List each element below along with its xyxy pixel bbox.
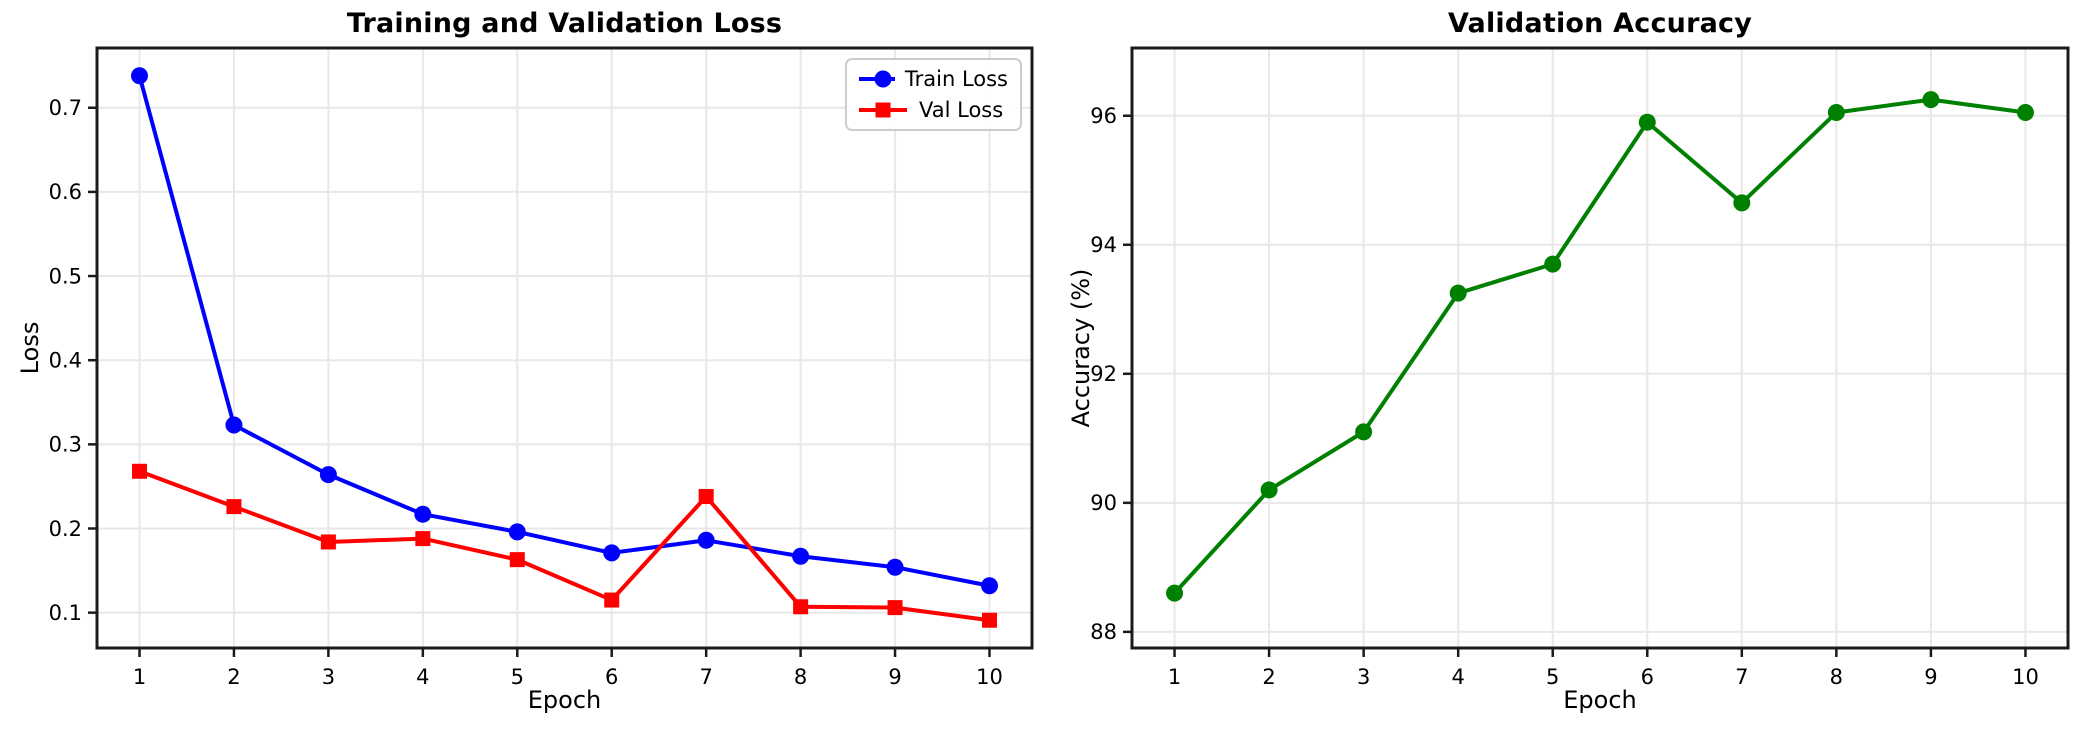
data-point-marker	[603, 544, 621, 562]
y-tick-label: 0.2	[49, 517, 82, 541]
x-tick-label: 7	[699, 665, 712, 689]
legend: Train Loss Val Loss	[845, 58, 1022, 131]
x-tick-label: 3	[1357, 665, 1370, 689]
plot-border	[95, 46, 1034, 650]
data-point-marker	[415, 531, 431, 547]
y-tick-label: 0.1	[49, 601, 82, 625]
series-line	[1172, 97, 2028, 596]
legend-label-train-loss: Train Loss	[904, 67, 1008, 91]
series-train-loss	[131, 67, 998, 595]
y-tick-label: 94	[1090, 233, 1117, 257]
x-tick-label: 6	[605, 665, 618, 689]
data-point-marker	[1827, 104, 1845, 122]
data-point-marker	[225, 416, 243, 434]
data-point-marker	[1449, 284, 1467, 302]
x-tick-label: 5	[511, 665, 524, 689]
data-point-marker	[698, 489, 714, 505]
x-tick-label: 10	[976, 665, 1003, 689]
plot-border	[1130, 46, 2070, 650]
grid-lines	[97, 48, 1032, 648]
data-point-marker	[1733, 194, 1751, 212]
x-tick-label: 7	[1735, 665, 1748, 689]
series-validation-accuracy	[1166, 91, 2034, 602]
data-point-marker	[1260, 481, 1278, 499]
loss-chart: Training and Validation Loss 1 2 3 4 5 6 7 8 9 10…	[16, 8, 1034, 714]
data-point-marker	[1166, 584, 1184, 602]
y-tick-label: 0.4	[49, 349, 82, 373]
y-tick-label: 92	[1090, 362, 1117, 386]
x-tick-label: 1	[1168, 665, 1181, 689]
data-point-marker	[1922, 91, 1940, 109]
data-point-marker	[320, 534, 336, 550]
data-point-marker	[1638, 113, 1656, 131]
y-tick-label: 0.3	[49, 433, 82, 457]
data-point-marker	[981, 577, 998, 595]
x-tick-label: 9	[888, 665, 901, 689]
data-point-marker	[2016, 104, 2034, 122]
accuracy-chart-plot-area: 1 2 3 4 5 6 7 8 9 10 88 90 92 94 96	[1090, 46, 2070, 689]
x-tick-label: 1	[133, 665, 146, 689]
x-tick-label: 6	[1641, 665, 1654, 689]
loss-y-axis-label: Loss	[16, 321, 44, 375]
x-tick-label: 5	[1546, 665, 1559, 689]
train-loss-legend-marker	[859, 70, 895, 88]
x-tick-label: 3	[322, 665, 335, 689]
data-point-marker	[697, 531, 715, 549]
data-point-marker	[886, 558, 904, 576]
y-tick-label: 0.6	[49, 180, 82, 204]
x-tick-label: 9	[1924, 665, 1937, 689]
x-tick-label: 4	[1451, 665, 1464, 689]
series-line	[137, 469, 992, 623]
loss-chart-plot-area: 1 2 3 4 5 6 7 8 9 10 0.1 0.2 0.3 0.4 0.5 0.6 0.7	[49, 46, 1034, 689]
data-point-marker	[131, 67, 148, 85]
y-tick-label: 96	[1090, 104, 1117, 128]
legend-label-val-loss: Val Loss	[919, 98, 1004, 122]
data-point-marker	[793, 599, 809, 615]
data-point-marker	[508, 523, 526, 541]
data-point-marker	[1355, 423, 1373, 441]
accuracy-y-axis-label: Accuracy (%)	[1067, 268, 1095, 428]
x-tick-label: 2	[1262, 665, 1275, 689]
series-val-loss	[132, 463, 997, 628]
x-tick-label: 8	[1830, 665, 1843, 689]
grid-lines	[1132, 48, 2068, 648]
accuracy-x-axis-label: Epoch	[1563, 686, 1637, 714]
y-tick-label: 0.7	[49, 96, 82, 120]
accuracy-chart-title: Validation Accuracy	[1447, 8, 1753, 39]
data-point-marker	[792, 547, 810, 565]
data-point-marker	[319, 466, 337, 484]
loss-x-axis-label: Epoch	[527, 686, 602, 714]
data-point-marker	[1544, 255, 1562, 273]
x-tick-label: 10	[2012, 665, 2039, 689]
val-loss-legend-marker	[859, 102, 907, 118]
series-line	[137, 73, 992, 588]
y-tick-label: 88	[1090, 620, 1117, 644]
x-tick-label: 8	[794, 665, 807, 689]
axis-ticks: 1 2 3 4 5 6 7 8 9 10 88 90 92 94 96	[1090, 104, 2039, 689]
y-tick-label: 0.5	[49, 264, 82, 288]
x-tick-label: 4	[416, 665, 429, 689]
accuracy-chart: Validation Accuracy 1 2 3 4 5 6 7 8 9 10 88 90 92 94 9…	[1041, 0, 2082, 730]
y-tick-label: 90	[1090, 491, 1117, 515]
data-point-marker	[982, 612, 997, 628]
loss-chart-title: Training and Validation Loss	[346, 8, 783, 39]
legend-item-train-loss: Train Loss	[857, 67, 1008, 91]
data-point-marker	[132, 463, 147, 479]
legend-item-val-loss: Val Loss	[857, 98, 1008, 122]
data-point-marker	[604, 592, 620, 608]
data-point-marker	[226, 499, 242, 515]
axis-ticks: 1 2 3 4 5 6 7 8 9 10 0.1 0.2 0.3 0.4 0.5 0.6 0.7	[49, 96, 1003, 689]
data-point-marker	[887, 600, 903, 616]
data-point-marker	[414, 505, 432, 523]
data-point-marker	[509, 552, 525, 568]
x-tick-label: 2	[227, 665, 240, 689]
